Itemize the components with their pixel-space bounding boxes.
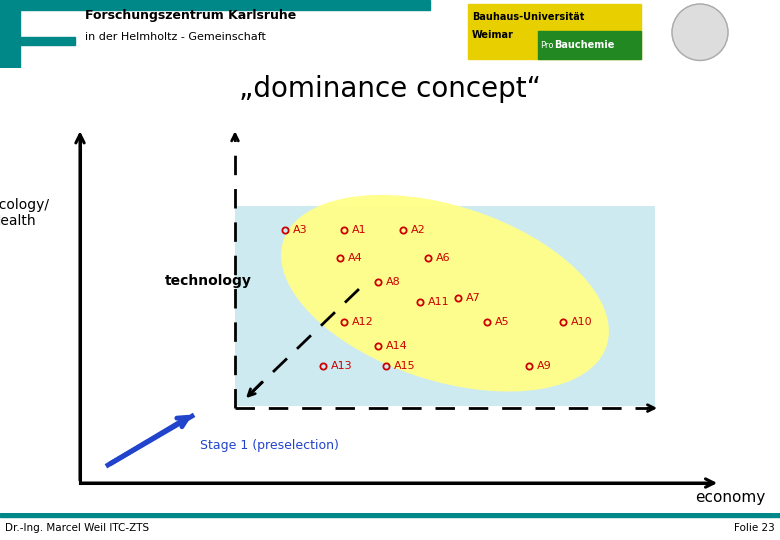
Text: A10: A10 bbox=[571, 317, 592, 327]
Text: A15: A15 bbox=[394, 361, 416, 371]
Text: Forschungszentrum Karlsruhe: Forschungszentrum Karlsruhe bbox=[85, 9, 296, 22]
Ellipse shape bbox=[281, 195, 609, 392]
Text: in der Helmholtz - Gemeinschaft: in der Helmholtz - Gemeinschaft bbox=[85, 32, 266, 42]
Text: Ecology/
Health: Ecology/ Health bbox=[0, 198, 49, 228]
Text: technology: technology bbox=[165, 274, 252, 288]
Text: A6: A6 bbox=[436, 253, 451, 264]
Text: „dominance concept“: „dominance concept“ bbox=[239, 75, 541, 103]
Text: Weimar: Weimar bbox=[472, 30, 514, 40]
Text: A4: A4 bbox=[348, 253, 363, 264]
Text: Bauhaus-Universität: Bauhaus-Universität bbox=[472, 12, 584, 22]
Text: Folie 23: Folie 23 bbox=[734, 523, 775, 533]
Bar bbox=[0, 0, 20, 68]
Text: A7: A7 bbox=[466, 293, 480, 303]
Text: A3: A3 bbox=[293, 225, 308, 235]
Text: Stage 1 (preselection): Stage 1 (preselection) bbox=[200, 438, 339, 451]
Text: A12: A12 bbox=[353, 317, 374, 327]
Text: A13: A13 bbox=[332, 361, 353, 371]
Bar bbox=[20, 37, 75, 45]
Bar bbox=[538, 31, 641, 59]
Text: Bauchemie: Bauchemie bbox=[554, 40, 615, 50]
Text: A14: A14 bbox=[386, 341, 407, 351]
Text: A1: A1 bbox=[353, 225, 367, 235]
Bar bbox=[468, 4, 641, 59]
Text: Pro: Pro bbox=[540, 41, 554, 50]
Bar bbox=[235, 206, 655, 406]
Text: A8: A8 bbox=[386, 277, 401, 287]
Text: economy: economy bbox=[695, 490, 765, 504]
Text: A5: A5 bbox=[495, 317, 509, 327]
Text: A9: A9 bbox=[537, 361, 551, 371]
Circle shape bbox=[672, 4, 728, 60]
Text: A2: A2 bbox=[411, 225, 426, 235]
Text: A11: A11 bbox=[427, 297, 449, 307]
Bar bbox=[0, 513, 780, 517]
Text: Dr.-Ing. Marcel Weil ITC-ZTS: Dr.-Ing. Marcel Weil ITC-ZTS bbox=[5, 523, 149, 533]
Bar bbox=[0, 0, 430, 10]
